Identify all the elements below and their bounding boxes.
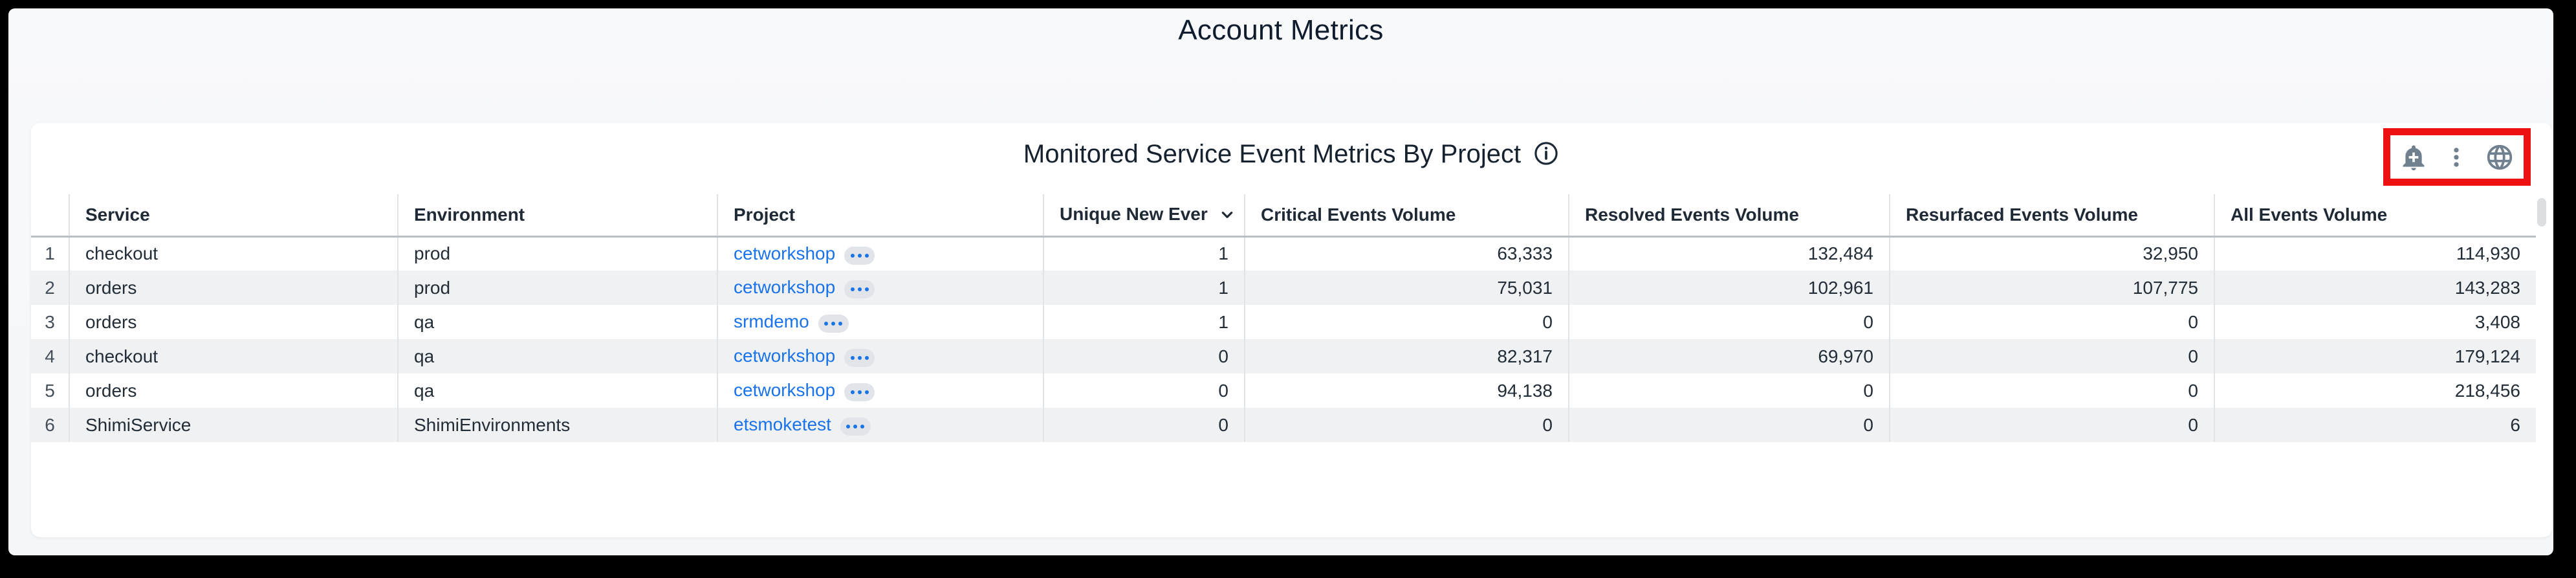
environment-cell: ShimiEnvironments [397, 408, 717, 442]
table-row: 2 orders prod cetworkshop 1 75,031 102,9… [31, 271, 2536, 305]
row-index: 3 [45, 311, 55, 332]
table-row: 4 checkout qa cetworkshop 0 82,317 69,97… [31, 339, 2536, 373]
kebab-menu-icon [2454, 147, 2459, 167]
unique-new-cell: 1 [1043, 236, 1245, 271]
project-more-pill[interactable] [844, 349, 875, 367]
table-row: 5 orders qa cetworkshop 0 94,138 0 0 218… [31, 373, 2536, 408]
critical-cell: 75,031 [1244, 271, 1569, 305]
service-cell: ShimiService [69, 408, 398, 442]
project-link[interactable]: cetworkshop [734, 346, 836, 366]
environment-cell: qa [397, 339, 717, 373]
critical-cell: 94,138 [1244, 373, 1569, 408]
all-events-cell: 143,283 [2214, 271, 2536, 305]
project-link[interactable]: cetworkshop [734, 277, 836, 297]
project-more-pill[interactable] [844, 383, 875, 401]
project-more-pill[interactable] [844, 280, 875, 298]
dashboard-background: Account Metrics Monitored Service Event … [8, 8, 2553, 555]
project-link[interactable]: etsmoketest [734, 414, 831, 434]
environment-cell: prod [397, 236, 717, 271]
column-header-unique-new-events[interactable]: Unique New Ever [1043, 194, 1245, 238]
panel-title-row: Monitored Service Event Metrics By Proje… [31, 137, 2552, 171]
resurfaced-cell: 32,950 [1889, 236, 2214, 271]
all-events-cell: 6 [2214, 408, 2536, 442]
panel-title: Monitored Service Event Metrics By Proje… [1023, 140, 1522, 168]
resolved-cell: 0 [1568, 305, 1890, 339]
info-icon[interactable] [1533, 140, 1560, 167]
all-events-cell: 179,124 [2214, 339, 2536, 373]
all-events-cell: 114,930 [2214, 236, 2536, 271]
project-link[interactable]: cetworkshop [734, 243, 836, 263]
service-cell: orders [69, 305, 398, 339]
service-cell: checkout [69, 236, 398, 271]
column-header-all-events-volume[interactable]: All Events Volume [2214, 194, 2536, 238]
environment-cell: qa [397, 305, 717, 339]
globe-icon [2487, 144, 2513, 170]
service-cell: checkout [69, 339, 398, 373]
service-cell: orders [69, 271, 398, 305]
column-header-project[interactable]: Project [717, 194, 1043, 238]
environment-cell: qa [397, 373, 717, 408]
row-index: 4 [45, 346, 55, 366]
resurfaced-cell: 0 [1889, 305, 2214, 339]
kebab-menu-button[interactable] [2444, 145, 2469, 170]
table-row: 3 orders qa srmdemo 1 0 0 0 3,408 [31, 305, 2536, 339]
column-header-resolved-events-volume[interactable]: Resolved Events Volume [1568, 194, 1890, 238]
project-cell: srmdemo [717, 305, 1043, 339]
project-link[interactable]: srmdemo [734, 311, 809, 331]
add-alert-icon [2403, 145, 2425, 170]
project-cell: cetworkshop [717, 373, 1043, 408]
table-row: 6 ShimiService ShimiEnvironments etsmoke… [31, 408, 2536, 442]
critical-cell: 82,317 [1244, 339, 1569, 373]
resolved-cell: 132,484 [1568, 236, 1890, 271]
column-header-index [31, 194, 69, 238]
row-index: 6 [45, 414, 55, 435]
resurfaced-cell: 0 [1889, 339, 2214, 373]
add-alert-button[interactable] [2399, 143, 2428, 172]
environment-cell: prod [397, 271, 717, 305]
critical-cell: 0 [1244, 408, 1569, 442]
globe-button[interactable] [2485, 142, 2515, 172]
project-cell: cetworkshop [717, 236, 1043, 271]
unique-new-cell: 0 [1043, 373, 1245, 408]
column-header-critical-events-volume[interactable]: Critical Events Volume [1244, 194, 1569, 238]
resolved-cell: 69,970 [1568, 339, 1890, 373]
resurfaced-cell: 0 [1889, 408, 2214, 442]
project-more-pill[interactable] [844, 246, 875, 265]
unique-new-cell: 1 [1043, 271, 1245, 305]
all-events-cell: 218,456 [2214, 373, 2536, 408]
row-index: 1 [45, 243, 55, 264]
resolved-cell: 0 [1568, 408, 1890, 442]
project-cell: etsmoketest [717, 408, 1043, 442]
all-events-cell: 3,408 [2214, 305, 2536, 339]
resolved-cell: 0 [1568, 373, 1890, 408]
project-cell: cetworkshop [717, 271, 1043, 305]
unique-new-cell: 0 [1043, 339, 1245, 373]
header-row: Service Environment Project Unique New E… [31, 194, 2536, 238]
column-header-environment[interactable]: Environment [397, 194, 717, 238]
column-header-service[interactable]: Service [69, 194, 398, 238]
table-row: 1 checkout prod cetworkshop 1 63,333 132… [31, 236, 2536, 271]
project-more-pill[interactable] [840, 417, 871, 436]
project-link[interactable]: cetworkshop [734, 380, 836, 400]
chevron-down-icon[interactable] [1217, 205, 1238, 225]
metrics-panel: Monitored Service Event Metrics By Proje… [31, 123, 2552, 537]
page-title: Account Metrics [1178, 14, 1384, 46]
unique-new-cell: 1 [1043, 305, 1245, 339]
row-index: 5 [45, 380, 55, 401]
resolved-cell: 102,961 [1568, 271, 1890, 305]
critical-cell: 0 [1244, 305, 1569, 339]
metrics-table: Service Environment Project Unique New E… [31, 194, 2536, 442]
row-index: 2 [45, 277, 55, 298]
critical-cell: 63,333 [1244, 236, 1569, 271]
service-cell: orders [69, 373, 398, 408]
resurfaced-cell: 107,775 [1889, 271, 2214, 305]
vertical-scrollbar-thumb[interactable] [2537, 198, 2546, 227]
unique-new-cell: 0 [1043, 408, 1245, 442]
resurfaced-cell: 0 [1889, 373, 2214, 408]
column-header-resurfaced-events-volume[interactable]: Resurfaced Events Volume [1889, 194, 2214, 238]
project-more-pill[interactable] [818, 315, 849, 333]
annotation-highlight [2383, 128, 2531, 186]
project-cell: cetworkshop [717, 339, 1043, 373]
